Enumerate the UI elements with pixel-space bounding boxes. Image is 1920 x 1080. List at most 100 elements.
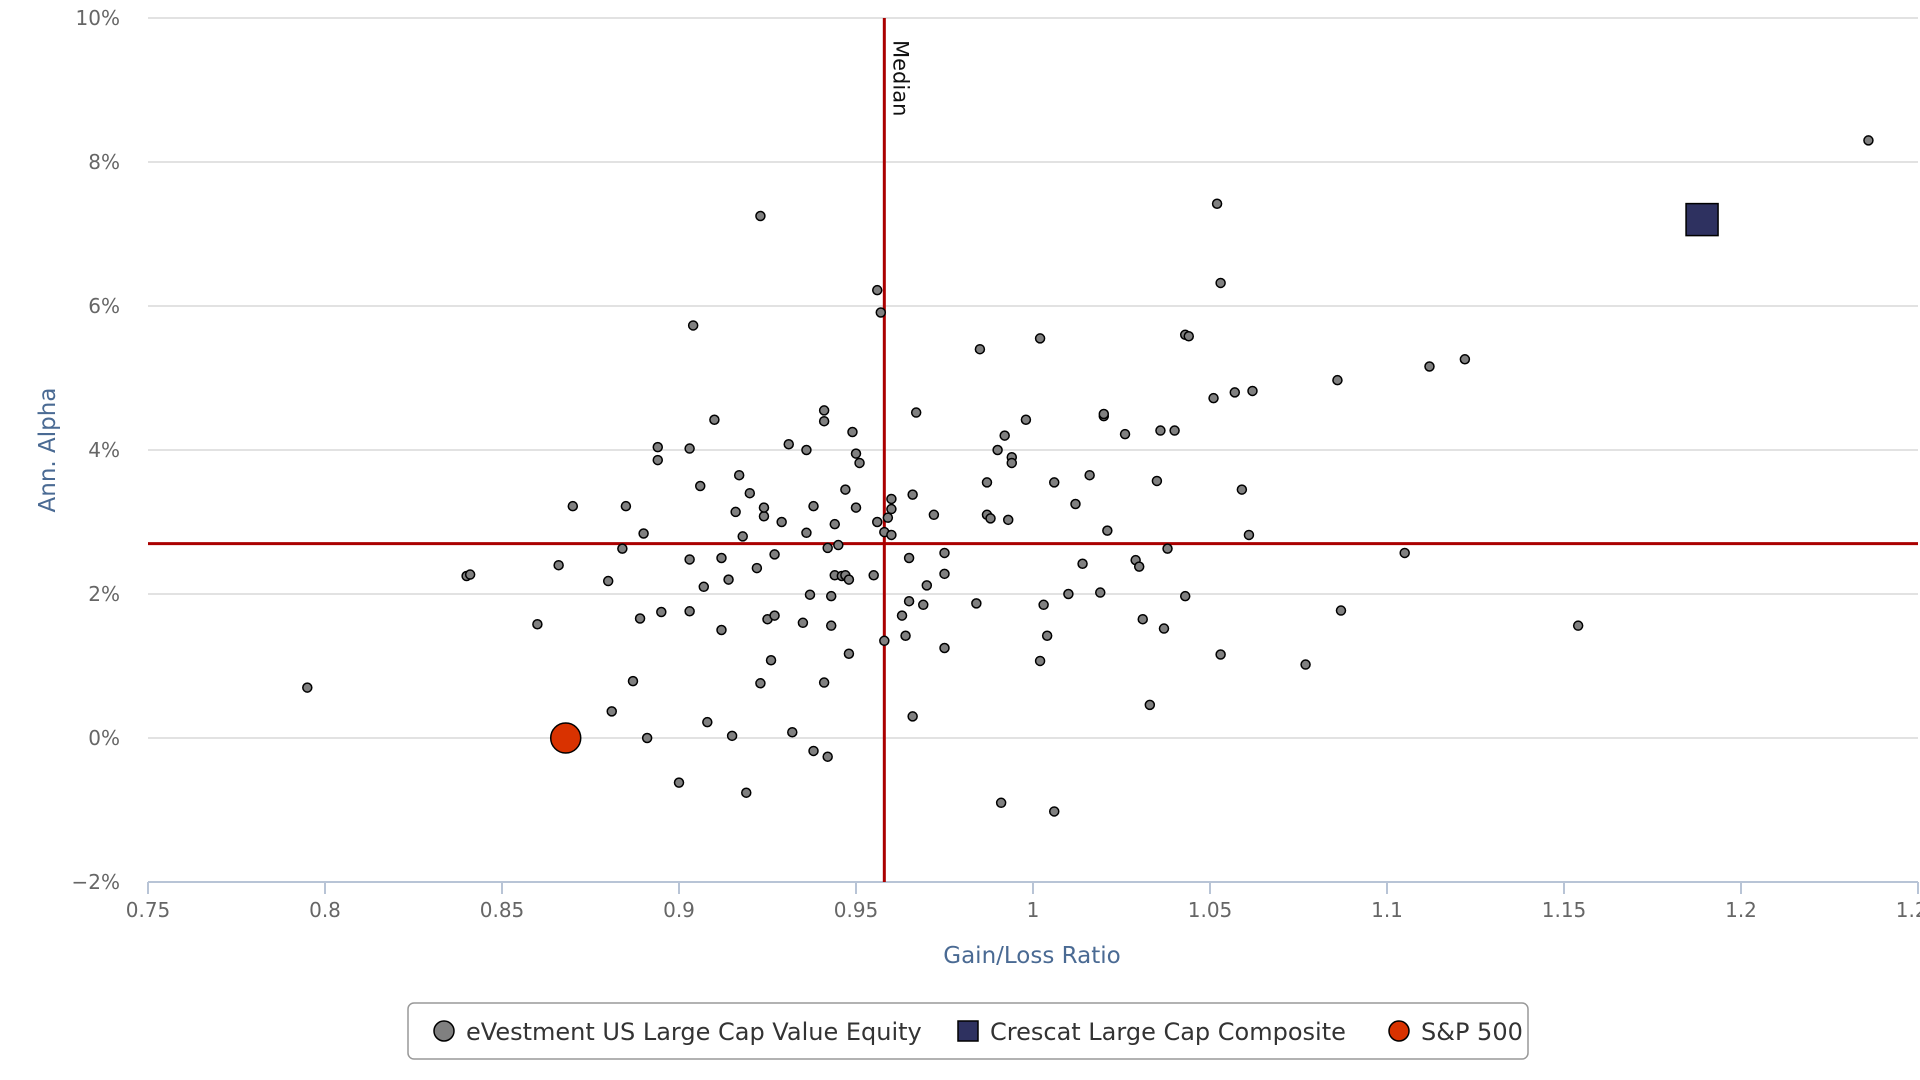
data-point-evestment xyxy=(1572,620,1584,631)
legend-label: eVestment US Large Cap Value Equity xyxy=(466,1018,922,1046)
data-point-evestment xyxy=(1300,659,1311,670)
data-point-evestment xyxy=(765,654,777,666)
data-point-evestment xyxy=(847,426,858,438)
data-point-evestment xyxy=(776,516,787,528)
data-point-evestment xyxy=(709,414,720,426)
data-point-evestment xyxy=(801,444,812,456)
data-point-evestment xyxy=(751,562,763,574)
data-point-evestment xyxy=(634,613,646,624)
data-point-evestment xyxy=(567,500,579,512)
data-point-evestment xyxy=(886,529,897,541)
data-point-evestment xyxy=(939,547,950,559)
data-point-evestment xyxy=(652,454,664,466)
data-point-evestment xyxy=(850,502,862,513)
median-layer: Median xyxy=(148,18,1918,882)
data-point-evestment xyxy=(886,493,897,505)
data-point-evestment xyxy=(656,606,667,618)
data-point-evestment xyxy=(825,620,837,631)
data-point-evestment xyxy=(617,543,628,554)
data-point-evestment xyxy=(755,678,766,689)
data-point-evestment xyxy=(737,531,748,542)
data-point-evestment xyxy=(1038,599,1049,611)
data-point-evestment xyxy=(1179,590,1191,602)
y-tick-label: 8% xyxy=(88,150,120,174)
data-point-evestment xyxy=(871,284,883,296)
data-point-evestment xyxy=(1215,277,1226,289)
data-point-evestment xyxy=(1102,525,1113,536)
data-point-evestment xyxy=(769,610,780,621)
data-point-evestment xyxy=(1863,135,1874,146)
x-tick-label: 0.75 xyxy=(126,898,171,922)
y-tick-label: 0% xyxy=(88,726,120,750)
data-point-evestment xyxy=(1158,623,1170,634)
data-point-evestment xyxy=(918,599,929,611)
data-point-evestment xyxy=(1095,587,1106,598)
data-point-evestment xyxy=(1229,387,1241,398)
y-axis-title: Ann. Alpha xyxy=(35,388,61,513)
data-point-evestment xyxy=(1034,655,1046,667)
x-tick-label: 1.05 xyxy=(1188,898,1233,922)
data-point-evestment xyxy=(1098,408,1110,420)
data-point-evestment xyxy=(744,487,756,499)
data-point-evestment xyxy=(882,512,894,523)
data-point-evestment xyxy=(606,706,617,717)
data-point-evestment xyxy=(981,477,993,488)
data-point-evestment xyxy=(787,726,798,738)
data-point-evestment xyxy=(1155,425,1166,436)
axis-layer: −2% 0% 2% 4% 6% 8% 10% 0.75 0.8 0.85 0.9 0.95 1 1.05 1… xyxy=(72,6,1920,922)
data-point-evestment xyxy=(854,457,865,469)
data-point-evestment xyxy=(808,745,819,757)
legend-marker xyxy=(957,1020,979,1042)
data-point-evestment xyxy=(1144,699,1156,711)
data-point-evestment xyxy=(1208,392,1219,404)
data-point-evestment xyxy=(985,513,996,524)
legend-items: eVestment US Large Cap Value Equity Cresc… xyxy=(433,1018,1523,1046)
x-tick-label: 1.1 xyxy=(1371,898,1403,922)
points-layer xyxy=(302,135,1874,817)
data-point-evestment xyxy=(1243,529,1255,541)
data-point-evestment xyxy=(801,527,812,539)
data-point-evestment xyxy=(620,500,632,512)
data-point-sp500 xyxy=(549,722,582,754)
data-point-evestment xyxy=(850,448,862,459)
data-point-evestment xyxy=(843,574,855,585)
data-point-evestment xyxy=(1063,588,1074,600)
data-point-evestment xyxy=(1020,414,1032,426)
data-point-evestment xyxy=(1077,558,1088,570)
data-point-evestment xyxy=(758,510,770,522)
y-tick-label: 4% xyxy=(88,438,120,462)
data-point-evestment xyxy=(1119,428,1131,440)
data-point-evestment xyxy=(532,618,543,630)
data-point-evestment xyxy=(822,542,833,554)
data-point-evestment xyxy=(769,549,780,560)
median-label: Median xyxy=(888,40,912,116)
data-point-evestment xyxy=(1070,498,1081,510)
data-point-evestment xyxy=(900,630,911,642)
data-point-evestment xyxy=(726,730,738,742)
data-point-evestment xyxy=(755,210,766,222)
data-point-evestment xyxy=(464,569,476,580)
data-point-evestment xyxy=(871,516,883,528)
legend-marker xyxy=(1388,1020,1410,1042)
data-point-evestment xyxy=(896,610,908,621)
data-point-evestment xyxy=(1399,547,1410,559)
data-point-evestment xyxy=(694,480,706,492)
data-point-evestment xyxy=(684,606,695,617)
data-point-evestment xyxy=(723,574,734,585)
data-point-evestment xyxy=(1151,475,1163,487)
data-point-evestment xyxy=(1183,330,1195,342)
data-point-evestment xyxy=(698,581,710,593)
data-point-evestment xyxy=(992,444,1003,456)
data-point-evestment xyxy=(843,648,855,660)
data-point-evestment xyxy=(825,590,837,602)
data-point-evestment xyxy=(627,675,639,687)
data-point-evestment xyxy=(1041,630,1053,642)
x-tick-label: 0.85 xyxy=(480,898,525,922)
data-point-evestment xyxy=(833,539,844,551)
data-point-evestment xyxy=(939,568,950,580)
data-point-evestment xyxy=(687,320,699,331)
data-point-evestment xyxy=(1084,469,1095,481)
data-point-evestment xyxy=(818,405,830,416)
data-point-evestment xyxy=(808,500,819,512)
